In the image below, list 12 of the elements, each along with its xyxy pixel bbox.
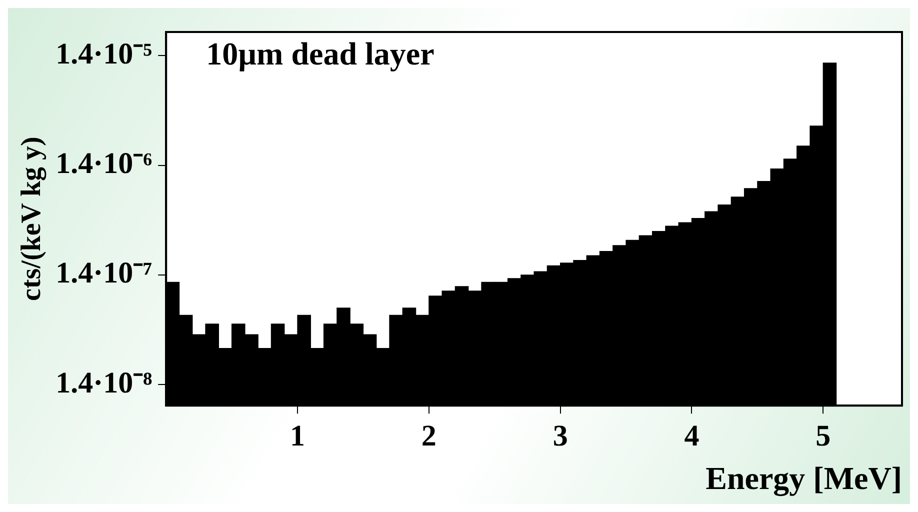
y-tick-label: 1.4·10⁻⁸ (56, 366, 152, 400)
y-tick-label: 1.4·10⁻⁷ (56, 256, 152, 290)
x-tick-label: 1 (290, 419, 306, 452)
y-tick-label: 1.4·10⁻⁶ (56, 147, 152, 180)
x-tick-label: 3 (552, 419, 568, 452)
x-tick-label: 4 (684, 419, 700, 452)
y-tick-label: 1.4·10⁻⁵ (56, 37, 152, 70)
x-tick-label: 5 (816, 419, 831, 452)
x-tick-label: 2 (421, 419, 436, 452)
annotation: 10µm dead layer (206, 35, 434, 72)
x-axis-title: Energy [MeV] (706, 460, 902, 498)
y-axis-title: cts/(keV kg y) (16, 136, 48, 301)
